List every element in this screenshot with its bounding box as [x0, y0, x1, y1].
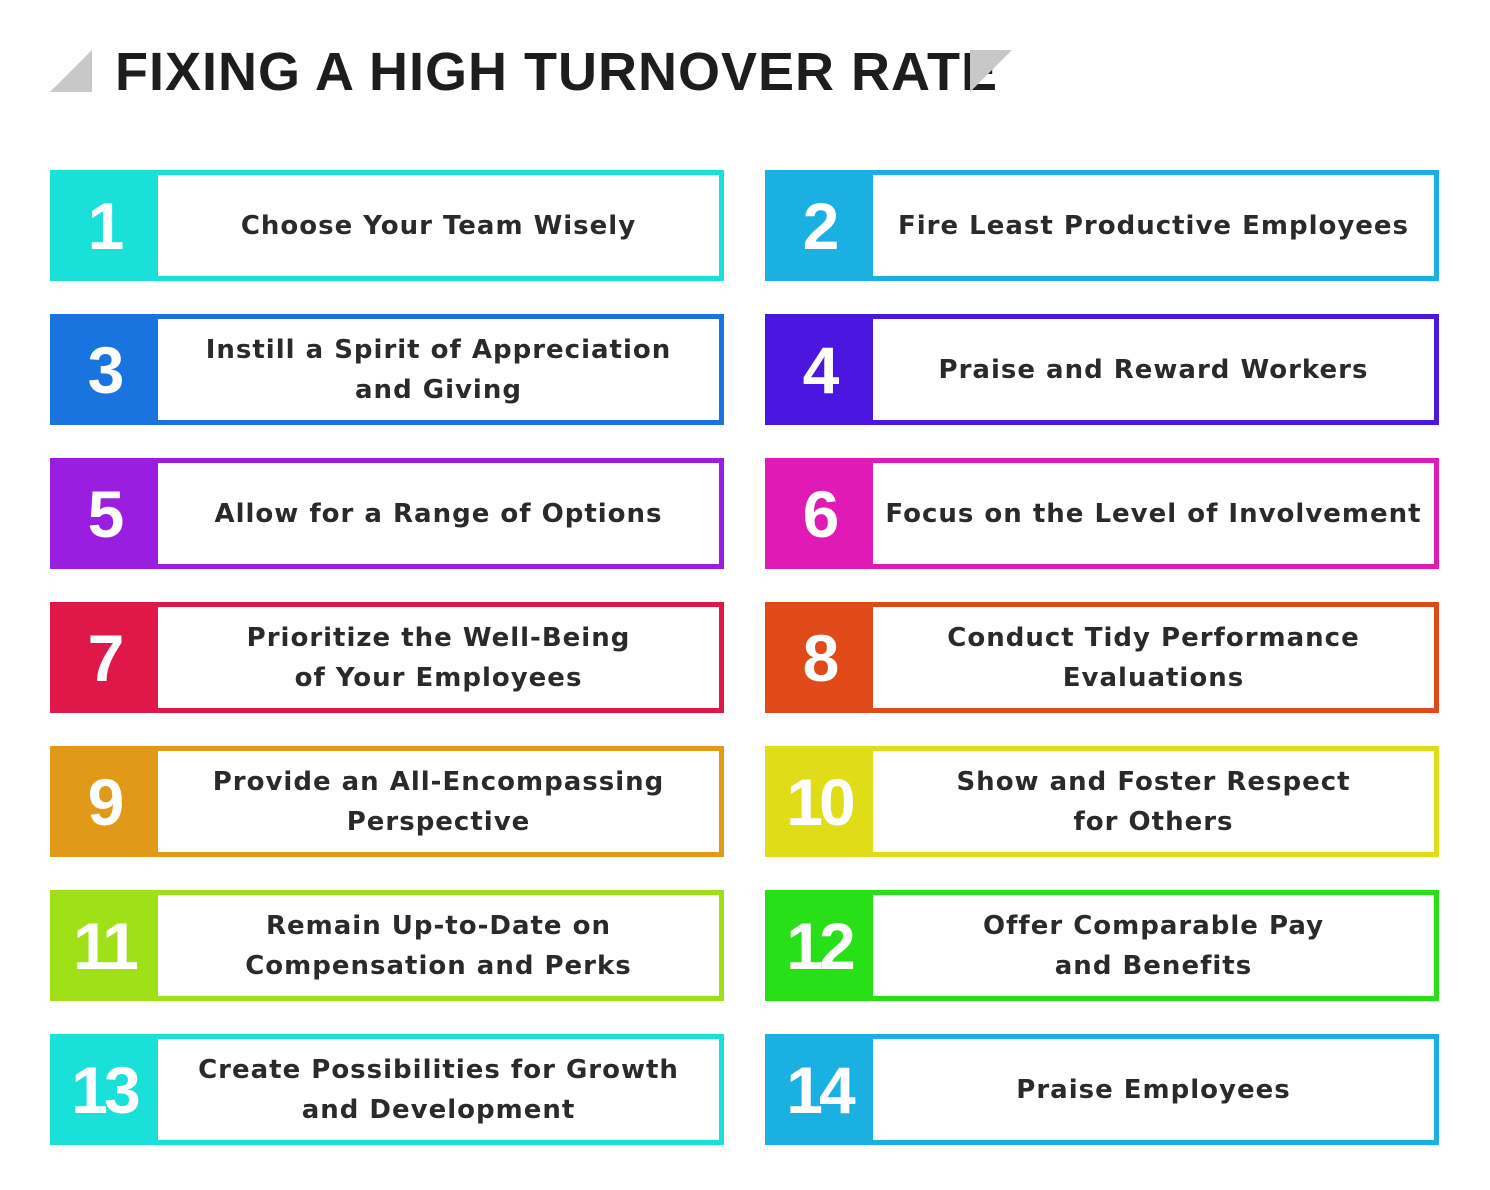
card: 6 Focus on the Level of Involvement: [765, 458, 1439, 569]
item-text-line: Evaluations: [1062, 662, 1245, 693]
card: 5 Allow for a Range of Options: [50, 458, 724, 569]
item-text-line: Choose Your Team Wisely: [240, 210, 637, 241]
item-number: 9: [50, 746, 158, 857]
item-text-line: Compensation and Perks: [245, 950, 632, 981]
item-text: Provide an All-Encompassing Perspective: [158, 751, 719, 852]
item-text: Allow for a Range of Options: [158, 463, 719, 564]
item-text-line: Prioritize the Well-Being: [246, 622, 631, 653]
item-text: Remain Up-to-Date on Compensation and Per…: [158, 895, 719, 996]
item-text: Instill a Spirit of Appreciation and Givi…: [158, 319, 719, 420]
item-text-line: and Development: [301, 1094, 576, 1125]
title-decoration: [970, 50, 1012, 92]
card: 14 Praise Employees: [765, 1034, 1439, 1145]
item-number: 8: [765, 602, 873, 713]
item-text-line: Perspective: [346, 806, 531, 837]
card: 3 Instill a Spirit of Appreciation and Giv…: [50, 314, 724, 425]
item-number: 2: [765, 170, 873, 281]
item-text-line: Focus on the Level of Involvement: [885, 498, 1422, 529]
item-text: Praise Employees: [873, 1039, 1434, 1140]
item-text-line: Allow for a Range of Options: [214, 498, 663, 529]
item-text: Create Possibilities for Growth and Devel…: [158, 1039, 719, 1140]
item-text: Praise and Reward Workers: [873, 319, 1434, 420]
item-number: 7: [50, 602, 158, 713]
item-text-line: of Your Employees: [294, 662, 583, 693]
card: 7 Prioritize the Well-Being of Your Employ…: [50, 602, 724, 713]
item-text-line: Instill a Spirit of Appreciation: [205, 334, 672, 365]
card: 11 Remain Up-to-Date on Compensation and P…: [50, 890, 724, 1001]
item-text-line: Create Possibilities for Growth: [198, 1054, 679, 1085]
item-number: 5: [50, 458, 158, 569]
item-text-line: Remain Up-to-Date on: [266, 910, 611, 941]
item-text-line: Show and Foster Respect: [956, 766, 1351, 797]
item-number: 3: [50, 314, 158, 425]
item-text-line: Fire Least Productive Employees: [897, 210, 1410, 241]
item-text: Fire Least Productive Employees: [873, 175, 1434, 276]
card: 4 Praise and Reward Workers: [765, 314, 1439, 425]
card: 1 Choose Your Team Wisely: [50, 170, 724, 281]
item-text: Show and Foster Respect for Others: [873, 751, 1434, 852]
item-number: 6: [765, 458, 873, 569]
item-text-line: Praise and Reward Workers: [938, 354, 1369, 385]
item-text-line: Provide an All-Encompassing: [212, 766, 665, 797]
item-number: 12: [765, 890, 873, 1001]
card: 2 Fire Least Productive Employees: [765, 170, 1439, 281]
card: 10 Show and Foster Respect for Others: [765, 746, 1439, 857]
item-number: 13: [50, 1034, 158, 1145]
card: 13 Create Possibilities for Growth and Dev…: [50, 1034, 724, 1145]
item-text: Offer Comparable Pay and Benefits: [873, 895, 1434, 996]
item-number: 11: [50, 890, 158, 1001]
item-text: Conduct Tidy Performance Evaluations: [873, 607, 1434, 708]
card: 9 Provide an All-Encompassing Perspective: [50, 746, 724, 857]
item-text: Prioritize the Well-Being of Your Employe…: [158, 607, 719, 708]
item-text-line: Conduct Tidy Performance: [947, 622, 1360, 653]
item-number: 4: [765, 314, 873, 425]
item-text-line: and Benefits: [1054, 950, 1253, 981]
title: FIXING A HIGH TURNOVER RATE: [115, 42, 999, 102]
item-text: Focus on the Level of Involvement: [873, 463, 1434, 564]
item-text-line: for Others: [1073, 806, 1234, 837]
card: 12 Offer Comparable Pay and Benefits: [765, 890, 1439, 1001]
card: 8 Conduct Tidy Performance Evaluations: [765, 602, 1439, 713]
item-number: 10: [765, 746, 873, 857]
item-text-line: and Giving: [355, 374, 522, 405]
title-decoration: [50, 50, 92, 92]
item-text-line: Praise Employees: [1016, 1074, 1291, 1105]
item-text-line: Offer Comparable Pay: [982, 910, 1325, 941]
item-text: Choose Your Team Wisely: [158, 175, 719, 276]
item-number: 1: [50, 170, 158, 281]
item-number: 14: [765, 1034, 873, 1145]
